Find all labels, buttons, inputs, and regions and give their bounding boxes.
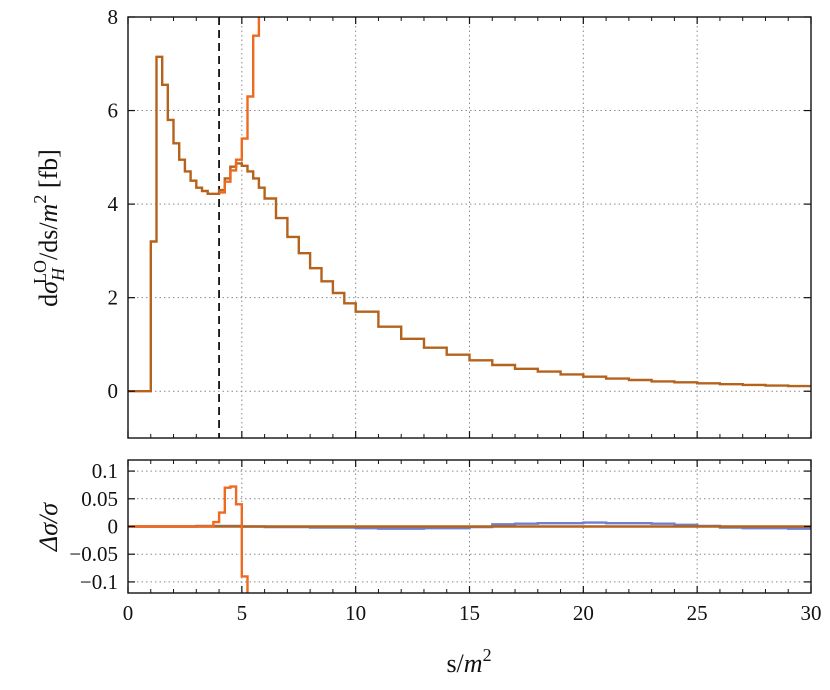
series-line-2 (128, 485, 249, 593)
series-line-1 (219, 17, 261, 194)
y-tick-label: 4 (108, 192, 119, 216)
ylabel-sup: LO (30, 260, 50, 284)
ratio-y-axis-title: Δσ/σ (34, 502, 63, 552)
main-series (128, 17, 811, 393)
xlabel-s: s/ (446, 649, 464, 678)
x-tick-label: 20 (573, 601, 594, 625)
ratio-ticks (127, 460, 812, 593)
y-tick-label: 8 (108, 5, 119, 29)
x-tick-label: 25 (687, 601, 708, 625)
x-axis-title: s/m2 (446, 645, 491, 678)
ylabel-m-sup: 2 (30, 195, 50, 204)
ylabel-unit: [fb] (34, 149, 63, 194)
ylabel-sigma: σ (34, 280, 63, 294)
main-y-axis-title: dσHLO/ds/m2 [fb] (30, 149, 68, 307)
main-y-tick-labels: 0 2 4 6 8 (108, 5, 119, 403)
y-tick-label: 0.1 (92, 459, 118, 483)
y-tick-label: 0 (108, 515, 119, 539)
y-tick-label: −0.05 (69, 542, 118, 566)
main-grid (128, 17, 811, 438)
ylabel-sub: H (48, 267, 68, 282)
y-tick-label: 2 (108, 286, 119, 310)
ylabel-d: d (34, 294, 63, 307)
x-tick-labels: 0 5 10 15 20 25 30 (123, 601, 822, 625)
y-tick-label: 0.05 (81, 487, 118, 511)
ylabel-m: m (34, 204, 63, 223)
ratio-y-tick-labels: 0.1 0.05 0 −0.05 −0.1 (69, 459, 118, 594)
ratio-panel: 0.1 0.05 0 −0.05 −0.1 0 5 10 15 20 25 30 Δσ/σ s/m2 (34, 459, 822, 678)
y-tick-label: −0.1 (80, 570, 118, 594)
x-tick-label: 30 (801, 601, 822, 625)
series-line-0 (128, 55, 811, 393)
y-tick-label: 6 (108, 99, 119, 123)
x-tick-label: 15 (459, 601, 480, 625)
xlabel-sup: 2 (483, 645, 492, 665)
x-tick-label: 10 (345, 601, 366, 625)
x-tick-label: 0 (123, 601, 134, 625)
ratio-series (128, 485, 811, 593)
x-tick-label: 5 (237, 601, 248, 625)
xlabel-m: m (464, 649, 483, 678)
ylabel-rest: /ds/ (34, 222, 63, 260)
main-ticks (127, 16, 812, 438)
y-tick-label: 0 (108, 379, 119, 403)
